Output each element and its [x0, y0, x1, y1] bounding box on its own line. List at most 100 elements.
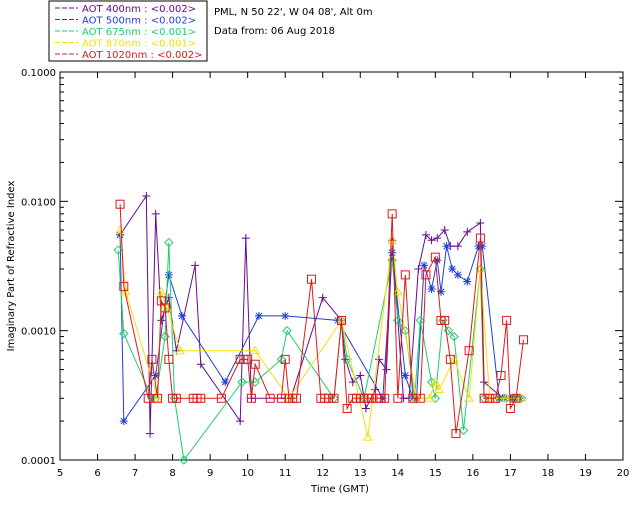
data-point — [243, 354, 253, 364]
data-point — [415, 315, 426, 326]
x-tick-label: 6 — [94, 468, 100, 479]
data-point — [115, 225, 125, 234]
legend-label: AOT 675nm : <0.001> — [82, 27, 196, 38]
data-point — [216, 393, 226, 403]
legend-label: AOT 400nm : <0.002> — [82, 4, 196, 15]
data-point — [414, 264, 423, 273]
data-point — [151, 209, 160, 218]
data-point — [479, 393, 489, 403]
data-point — [476, 218, 485, 227]
data-point — [451, 429, 461, 439]
header-date: Data from: 06 Aug 2018 — [214, 26, 335, 37]
x-tick-label: 9 — [207, 468, 213, 479]
x-tick-label: 10 — [241, 468, 254, 479]
data-point — [329, 393, 339, 403]
data-point — [478, 242, 487, 251]
x-tick-label: 14 — [391, 468, 404, 479]
data-point — [453, 242, 462, 251]
data-point — [361, 404, 370, 413]
x-tick-label: 18 — [542, 468, 555, 479]
data-point — [265, 393, 275, 403]
data-point — [318, 293, 327, 302]
data-point — [160, 303, 170, 313]
data-point — [464, 393, 474, 402]
data-point — [440, 315, 450, 325]
data-point — [179, 455, 189, 465]
data-point — [401, 371, 410, 380]
data-point — [375, 355, 384, 364]
data-point — [367, 393, 377, 403]
y-tick-label: 0.0001 — [21, 456, 56, 467]
y-tick-label: 0.0100 — [21, 197, 56, 208]
x-tick-label: 13 — [354, 468, 367, 479]
data-point — [490, 393, 500, 403]
data-point — [393, 393, 403, 403]
data-point — [519, 335, 529, 345]
data-point — [433, 234, 442, 243]
x-tick-label: 16 — [466, 468, 479, 479]
y-tick-label: 0.0010 — [21, 327, 56, 338]
data-point — [433, 256, 442, 265]
data-point — [342, 404, 352, 414]
data-point — [250, 359, 260, 369]
x-tick-label: 20 — [617, 468, 630, 479]
data-point — [246, 393, 256, 403]
data-point — [281, 311, 290, 320]
data-point — [337, 315, 346, 325]
data-point — [475, 263, 486, 273]
x-tick-label: 19 — [579, 468, 592, 479]
data-point — [448, 264, 457, 273]
x-tick-label: 11 — [279, 468, 292, 479]
plot-area — [59, 71, 624, 461]
data-point — [143, 393, 153, 403]
x-tick-label: 7 — [132, 468, 138, 479]
legend-label: AOT 1020nm : <0.002> — [82, 50, 202, 61]
data-point — [427, 284, 436, 293]
data-point — [463, 227, 472, 236]
data-point — [153, 393, 163, 403]
series-line — [117, 242, 522, 462]
axis-ticks: 5 6 7 8 9 10 11 12 13 14 15 16 17 18 19 20 0.0001 0.0010 0… — [21, 68, 629, 479]
data-point — [241, 234, 250, 243]
data-point — [442, 242, 451, 251]
x-tick-label: 12 — [316, 468, 329, 479]
data-point — [280, 354, 290, 364]
data-point — [356, 371, 365, 380]
data-point — [282, 325, 292, 336]
data-point — [485, 393, 495, 403]
data-point — [511, 393, 521, 403]
series-line — [119, 204, 524, 434]
data-point — [501, 393, 512, 402]
legend-label: AOT 500nm : <0.002> — [82, 16, 196, 27]
x-axis-label: Time (GMT) — [310, 484, 369, 495]
series-line — [119, 229, 522, 438]
data-point — [436, 287, 445, 296]
x-tick-label: 5 — [57, 468, 63, 479]
data-point — [164, 270, 173, 279]
data-point — [420, 261, 429, 270]
data-point — [430, 393, 441, 403]
data-point — [157, 316, 166, 325]
data-point — [505, 404, 515, 414]
data-point — [164, 237, 174, 248]
data-point — [113, 245, 123, 255]
data-point — [453, 270, 462, 279]
data-point — [449, 331, 459, 342]
data-point — [501, 393, 512, 403]
series-line — [119, 194, 518, 434]
data-point — [362, 432, 373, 441]
data-point — [175, 345, 185, 355]
data-point — [430, 252, 440, 262]
data-point — [156, 286, 167, 296]
data-point — [445, 354, 455, 364]
data-point — [171, 393, 181, 403]
data-point — [151, 371, 160, 380]
data-point — [400, 270, 410, 280]
data-point — [254, 311, 263, 320]
data-point — [291, 393, 301, 403]
data-point — [464, 346, 474, 356]
data-point — [323, 393, 333, 403]
x-tick-label: 17 — [504, 468, 517, 479]
data-point — [191, 261, 200, 270]
